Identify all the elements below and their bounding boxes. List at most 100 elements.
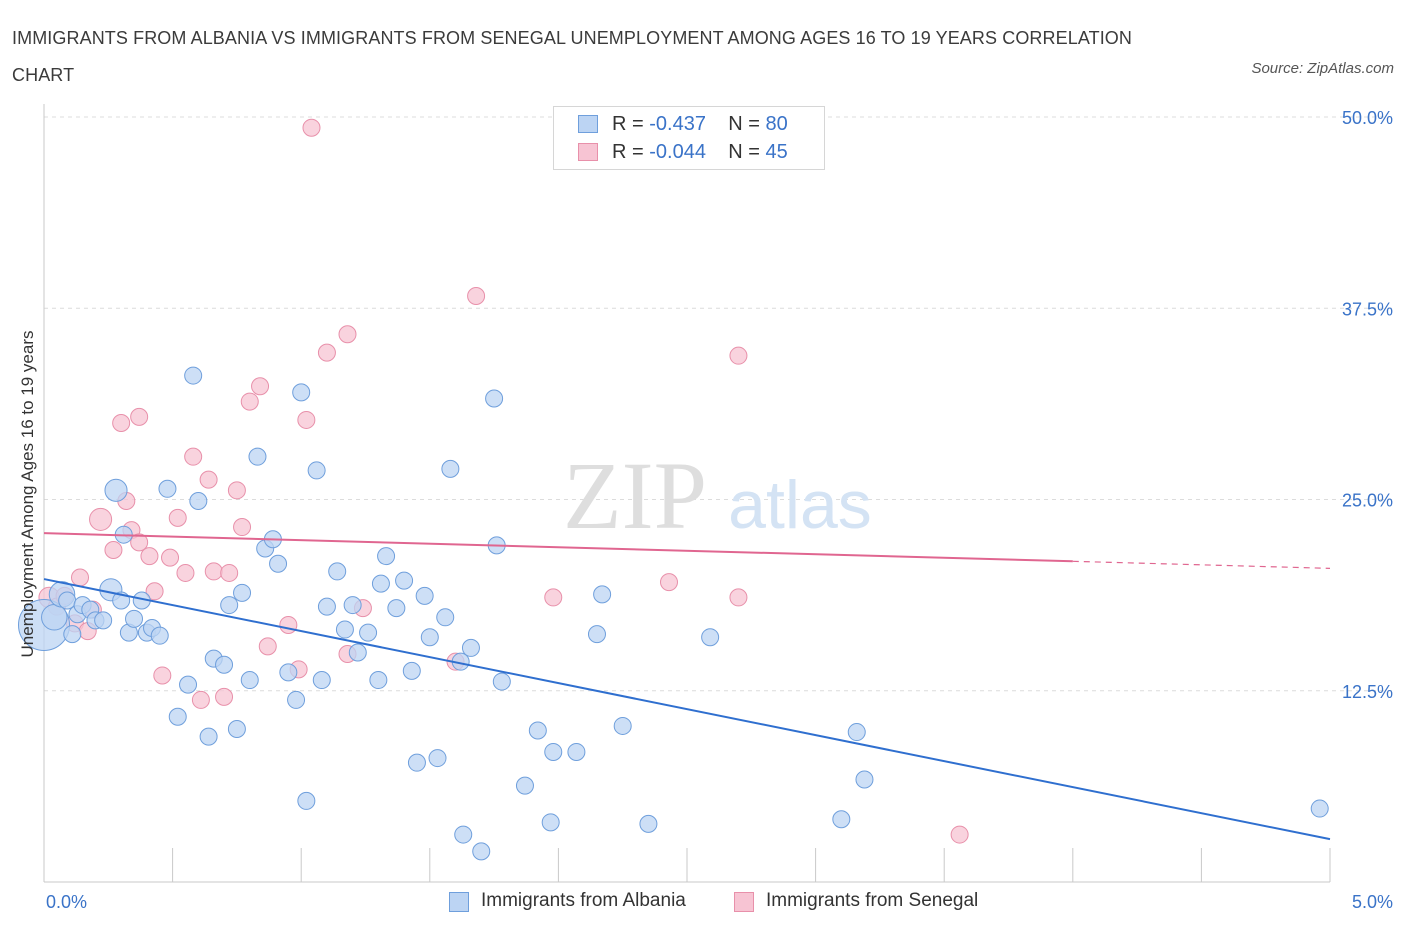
albania-point-28 — [220, 596, 239, 615]
albania-point-29 — [227, 720, 246, 738]
senegal-point-23 — [204, 562, 223, 581]
axes — [43, 104, 1331, 883]
albania-point-38 — [292, 383, 311, 402]
senegal-swatch — [578, 143, 598, 161]
albania-point-32 — [248, 447, 267, 466]
watermark: ZIP atlas — [563, 442, 872, 549]
albania-point-80 — [1310, 799, 1329, 818]
albania-point-75 — [639, 814, 658, 833]
senegal-point-42 — [659, 573, 678, 592]
albania-point-68 — [528, 721, 547, 740]
senegal-n-value: 45 — [765, 141, 788, 163]
source-label: Source: ZipAtlas.com — [1251, 60, 1394, 77]
y-tick-label-2: 37.5% — [1342, 299, 1393, 319]
senegal-point-31 — [279, 615, 298, 634]
albania-point-55 — [415, 586, 434, 605]
albania-point-69 — [541, 813, 560, 832]
albania-point-54 — [407, 753, 426, 772]
senegal-point-37 — [338, 325, 357, 344]
senegal-point-7 — [89, 507, 113, 531]
senegal-point-18 — [168, 508, 187, 527]
albania-point-56 — [420, 628, 439, 647]
albania-point-59 — [441, 459, 460, 478]
albania-point-15 — [125, 609, 144, 628]
y-tick-label-3: 50.0% — [1342, 108, 1393, 128]
senegal-point-28 — [240, 392, 259, 411]
albania-point-61 — [454, 825, 473, 844]
senegal-point-41 — [544, 588, 563, 607]
albania-point-23 — [184, 366, 203, 385]
albania-point-42 — [317, 597, 336, 616]
albania-point-40 — [307, 461, 326, 480]
senegal-point-40 — [467, 287, 486, 306]
senegal-point-25 — [220, 563, 239, 582]
albania-point-27 — [215, 655, 234, 674]
senegal-point-43 — [729, 588, 748, 607]
albania-point-63 — [472, 842, 491, 861]
albania-point-70 — [544, 742, 563, 761]
senegal-point-22 — [199, 470, 218, 489]
trend-line-1 — [43, 532, 1073, 563]
senegal-point-44 — [729, 346, 748, 365]
correlation-legend: R = -0.437 N = 80 R = -0.044 N = 45 — [553, 106, 825, 170]
albania-point-19 — [150, 626, 169, 645]
bottom-albania-label: Immigrants from Albania — [481, 890, 686, 911]
albania-point-52 — [395, 571, 414, 590]
albania-point-79 — [855, 770, 874, 789]
y-tick-label-0: 12.5% — [1342, 682, 1393, 702]
albania-point-50 — [377, 547, 396, 566]
albania-point-73 — [593, 585, 612, 604]
albania-point-45 — [343, 596, 362, 615]
senegal-point-34 — [302, 118, 321, 137]
albania-point-30 — [233, 583, 252, 602]
albania-point-24 — [189, 492, 208, 511]
albania-point-49 — [371, 574, 390, 593]
albania-point-78 — [847, 723, 866, 742]
albania-point-20 — [158, 479, 177, 498]
albania-point-62 — [461, 638, 480, 657]
senegal-r-label: R = — [612, 141, 644, 163]
albania-swatch — [578, 115, 598, 133]
senegal-r-value: -0.044 — [649, 141, 706, 163]
albania-point-4 — [63, 625, 82, 644]
senegal-point-20 — [184, 447, 203, 466]
senegal-point-30 — [258, 637, 277, 656]
senegal-point-45 — [950, 825, 969, 844]
watermark-zip: ZIP — [563, 442, 707, 549]
x-tick-label-1: 5.0% — [1352, 892, 1393, 912]
albania-point-35 — [269, 554, 288, 573]
albania-point-47 — [359, 623, 378, 642]
senegal-point-26 — [227, 481, 246, 500]
trend-line-0 — [43, 578, 1331, 841]
senegal-point-8 — [104, 540, 123, 559]
tick-labels: 12.5% 25.0% 37.5% 50.0% 0.0% 5.0% — [46, 108, 1393, 912]
albania-n-value: 80 — [765, 113, 788, 135]
trend-line-dashed-1 — [1072, 560, 1331, 569]
y-axis-label: Unemployment Among Ages 16 to 19 years — [18, 331, 37, 658]
albania-point-21 — [168, 707, 187, 726]
chart-title: IMMIGRANTS FROM ALBANIA VS IMMIGRANTS FR… — [12, 28, 1132, 85]
y-tick-label-1: 25.0% — [1342, 491, 1393, 511]
albania-point-36 — [279, 663, 298, 682]
albania-point-31 — [240, 671, 259, 690]
albania-point-44 — [335, 620, 354, 639]
albania-point-46 — [348, 643, 367, 662]
albania-point-53 — [402, 661, 421, 680]
albania-point-43 — [328, 562, 347, 581]
albania-point-9 — [94, 611, 113, 630]
albania-point-72 — [587, 625, 606, 644]
senegal-point-9 — [112, 414, 131, 432]
albania-point-11 — [104, 478, 128, 502]
senegal-point-12 — [130, 533, 149, 552]
senegal-point-14 — [140, 547, 159, 566]
trend-lines — [43, 532, 1331, 841]
albania-point-39 — [297, 791, 316, 810]
albania-point-77 — [832, 810, 851, 829]
albania-point-41 — [312, 671, 331, 690]
senegal-point-19 — [176, 563, 195, 582]
albania-point-76 — [701, 628, 720, 647]
senegal-point-33 — [297, 410, 316, 429]
albania-point-66 — [492, 672, 511, 691]
albania-point-74 — [613, 716, 632, 735]
